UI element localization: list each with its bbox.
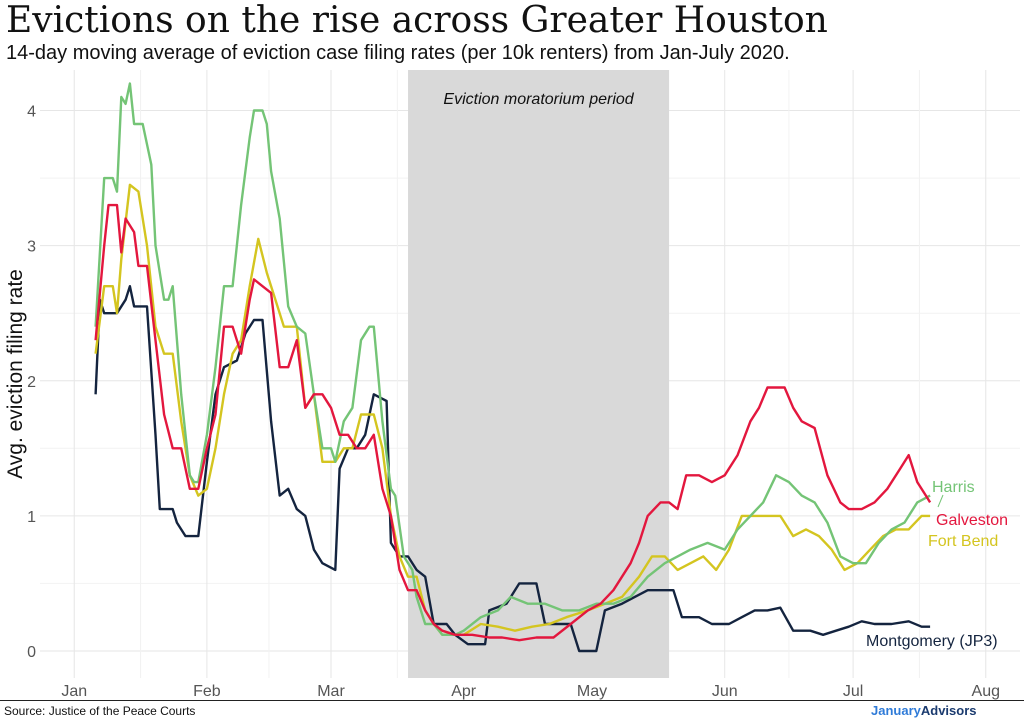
y-tick-label: 3 xyxy=(27,239,36,256)
moratorium-band xyxy=(408,70,670,678)
series-label-leader xyxy=(937,494,944,508)
x-tick-label: May xyxy=(577,683,607,700)
chart-subtitle: 14-day moving average of eviction case f… xyxy=(6,42,790,64)
series-line xyxy=(94,285,931,653)
y-tick-label: 0 xyxy=(27,644,36,661)
series-label: Fort Bend xyxy=(928,533,998,550)
chart-title: Evictions on the rise across Greater Hou… xyxy=(6,0,828,41)
series-line xyxy=(94,183,931,636)
x-tick-label: Apr xyxy=(451,683,477,700)
series-layer xyxy=(94,82,932,653)
x-tick-label: Mar xyxy=(317,683,345,700)
x-axis-ticks: Jan Feb Mar Apr May Jun Jul Aug xyxy=(61,683,1000,700)
series-label: Montgomery (JP3) xyxy=(866,633,998,650)
brand-part2: Advisors xyxy=(920,703,977,718)
chart-canvas: Eviction moratorium period 0 1 2 3 4 Jan Feb M… xyxy=(4,70,1020,700)
y-tick-label: 4 xyxy=(27,104,36,121)
source-note: Source: Justice of the Peace Courts xyxy=(4,704,196,718)
series-label: Harris xyxy=(932,479,975,496)
series-labels: Harris Galveston Fort Bend Montgomery (JP3) xyxy=(866,479,1008,650)
series-line xyxy=(94,203,932,642)
footer-rule xyxy=(0,700,1024,701)
series-label: Galveston xyxy=(936,512,1008,529)
moratorium-label: Eviction moratorium period xyxy=(443,91,634,108)
brand-logo: JanuaryAdvisors xyxy=(871,703,977,718)
y-axis-ticks: 0 1 2 3 4 xyxy=(27,104,36,661)
y-tick-label: 2 xyxy=(27,374,36,391)
y-axis-label: Avg. eviction filing rate xyxy=(4,269,27,479)
x-tick-label: Jun xyxy=(712,683,738,700)
brand-part1: January xyxy=(871,703,921,718)
x-tick-label: Feb xyxy=(193,683,221,700)
y-tick-label: 1 xyxy=(27,509,36,526)
x-tick-label: Jan xyxy=(61,683,87,700)
x-tick-label: Aug xyxy=(972,683,1000,700)
series-line xyxy=(94,82,931,636)
x-tick-label: Jul xyxy=(843,683,863,700)
